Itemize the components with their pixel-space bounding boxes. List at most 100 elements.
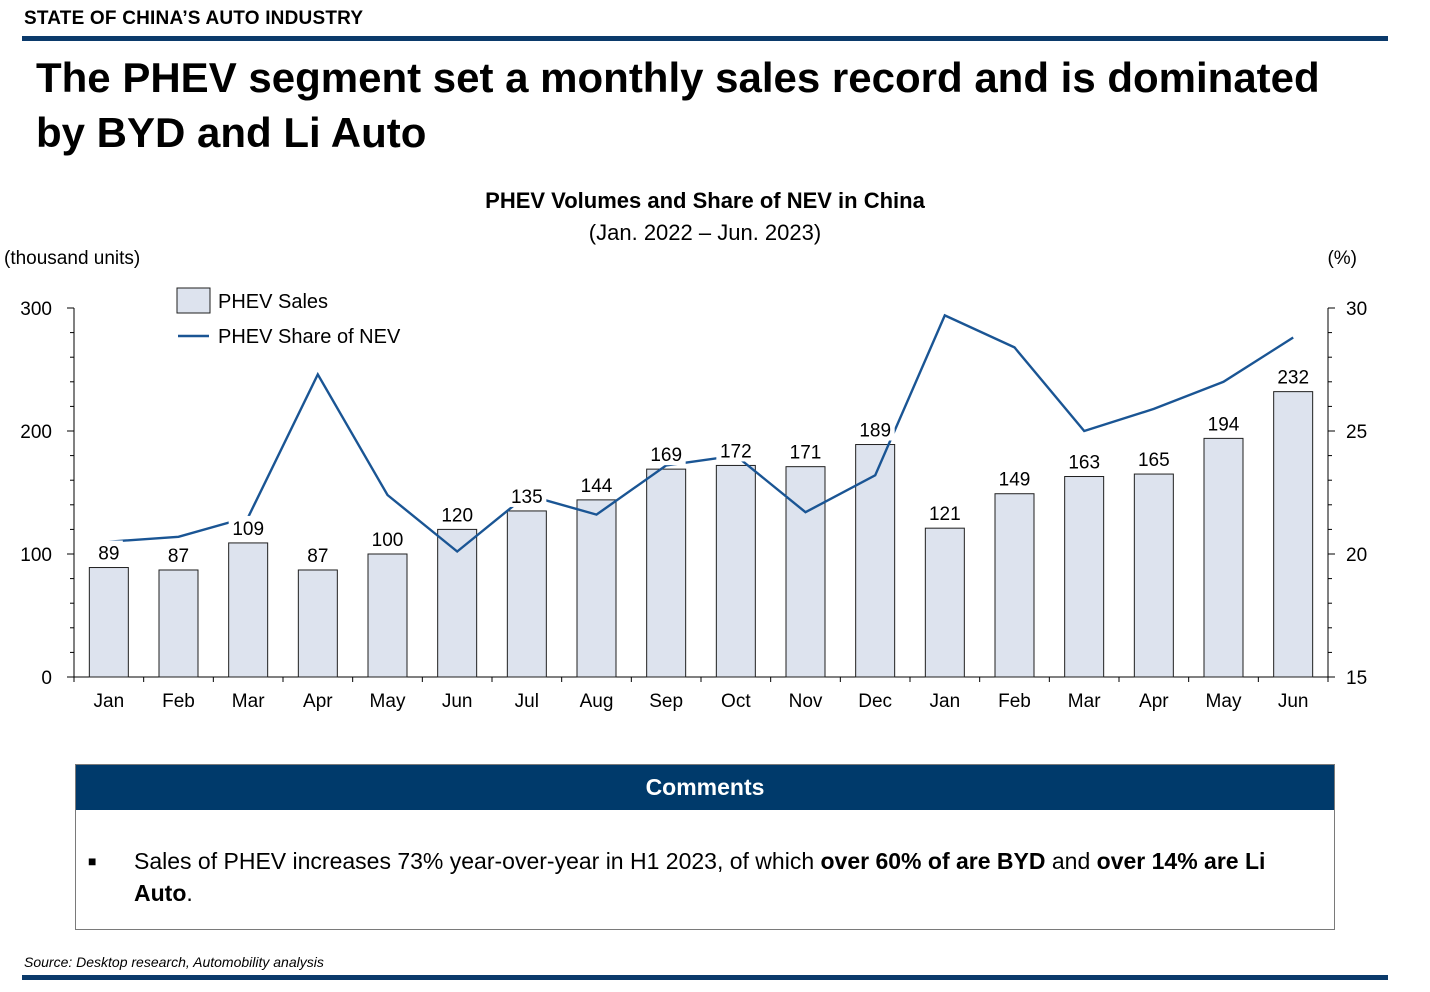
x-tick-label: Jan: [94, 691, 125, 712]
data-label: 165: [1138, 450, 1170, 471]
comment-fragment: .: [186, 880, 193, 906]
x-tick-label: Dec: [858, 691, 892, 712]
data-label: 144: [581, 476, 613, 497]
data-label: 135: [511, 487, 543, 508]
bar-phev-sales: [994, 493, 1035, 678]
bullet-icon: ■: [88, 853, 97, 869]
x-tick-label: May: [1206, 691, 1242, 712]
data-label: 169: [650, 445, 682, 466]
left-tick-label: 300: [20, 299, 52, 320]
bar-phev-sales: [158, 569, 199, 678]
data-label-bg: [716, 438, 756, 462]
data-label-bg: [1064, 449, 1104, 473]
line-phev-share: [108, 313, 1294, 554]
bar-phev-sales: [1203, 437, 1244, 678]
data-label-bg: [228, 515, 268, 539]
data-label-bg: [368, 527, 407, 550]
data-label: 194: [1208, 414, 1240, 435]
comment-fragment: Sales of PHEV increases 73% year-over-ye…: [134, 848, 821, 874]
x-tick-label: Jun: [1278, 691, 1309, 712]
x-tick-label: Sep: [649, 691, 683, 712]
comments-header: Comments: [76, 765, 1334, 810]
data-label-bg: [94, 540, 123, 564]
top-rule: [22, 36, 1388, 41]
x-tick-label: May: [370, 691, 406, 712]
data-label-bg: [855, 417, 895, 441]
bar-phev-sales: [228, 542, 269, 678]
x-tick-label: Aug: [580, 691, 614, 712]
data-label-bg: [437, 502, 477, 526]
right-tick-label: 20: [1346, 545, 1367, 566]
legend-swatch-bar: [176, 287, 211, 314]
bar-phev-sales: [785, 466, 826, 678]
data-label: 149: [999, 470, 1031, 491]
data-label: 171: [790, 443, 822, 464]
data-label-bg: [1273, 364, 1313, 388]
bottom-rule: [22, 975, 1388, 980]
right-tick-label: 15: [1346, 668, 1367, 689]
data-label: 232: [1277, 368, 1309, 389]
chart-title: PHEV Volumes and Share of NEV in China: [485, 188, 925, 213]
section-label: STATE OF CHINA’S AUTO INDUSTRY: [24, 8, 364, 29]
data-label: 120: [441, 505, 473, 526]
left-tick-label: 100: [20, 545, 52, 566]
bar-phev-sales: [88, 567, 129, 678]
bar-phev-sales: [1133, 473, 1174, 678]
x-tick-label: Mar: [1068, 691, 1101, 712]
x-tick-label: Feb: [162, 691, 195, 712]
page-title: The PHEV segment set a monthly sales rec…: [36, 54, 1320, 156]
data-label: 89: [98, 544, 119, 565]
right-axis-unit: (%): [1327, 248, 1357, 269]
data-label: 172: [720, 441, 752, 462]
bar-phev-sales: [1064, 476, 1105, 678]
x-tick-label: Oct: [721, 691, 751, 712]
bar-phev-sales: [367, 553, 408, 678]
data-label-bg: [303, 542, 332, 566]
data-label-bg: [507, 483, 547, 507]
right-tick-label: 25: [1346, 422, 1367, 443]
bar-phev-sales: [715, 464, 756, 678]
data-label: 100: [372, 530, 404, 551]
x-tick-label: Mar: [232, 691, 265, 712]
data-label: 121: [929, 504, 961, 525]
data-label-bg: [646, 442, 686, 466]
data-label-bg: [1134, 447, 1174, 471]
right-tick-label: 30: [1346, 299, 1367, 320]
bar-phev-sales: [855, 444, 896, 678]
comments-box: Comments ■ Sales of PHEV increases 73% y…: [75, 764, 1335, 930]
data-label: 163: [1068, 453, 1100, 474]
data-label: 109: [232, 519, 264, 540]
x-tick-label: Nov: [789, 691, 823, 712]
comment-fragment: and: [1045, 848, 1097, 874]
bar-phev-sales: [646, 468, 687, 678]
data-label: 87: [168, 546, 189, 567]
source-note: Source: Desktop research, Automobility a…: [24, 954, 324, 970]
x-tick-label: Jan: [930, 691, 961, 712]
legend-label-line: PHEV Share of NEV: [218, 326, 401, 348]
bar-phev-sales: [506, 510, 547, 678]
data-label-bg: [995, 466, 1034, 490]
comment-fragment: over 14% are Li Auto: [134, 848, 1266, 906]
comment-fragment: over 60% of are BYD: [820, 848, 1046, 874]
legend-label-bar: PHEV Sales: [218, 291, 328, 313]
left-tick-label: 0: [41, 668, 52, 689]
data-label-bg: [164, 542, 193, 566]
bar-phev-sales: [576, 499, 617, 678]
bar-phev-sales: [297, 569, 338, 678]
data-label-bg: [577, 472, 616, 496]
data-label: 189: [859, 421, 891, 442]
left-tick-label: 200: [20, 422, 52, 443]
data-label-bg: [786, 439, 825, 463]
x-tick-label: Apr: [303, 691, 333, 712]
data-label-bg: [1204, 411, 1243, 435]
phev-chart: PHEV Volumes and Share of NEV in China (J…: [4, 188, 1367, 712]
comment-text: Sales of PHEV increases 73% year-over-ye…: [134, 845, 1312, 909]
left-axis-unit: (thousand units): [4, 248, 140, 269]
x-tick-label: Apr: [1139, 691, 1169, 712]
bar-phev-sales: [1273, 391, 1314, 678]
x-tick-label: Feb: [998, 691, 1031, 712]
chart-subtitle: (Jan. 2022 – Jun. 2023): [589, 220, 821, 245]
x-tick-label: Jul: [515, 691, 539, 712]
x-tick-label: Jun: [442, 691, 473, 712]
data-label: 87: [307, 546, 328, 567]
